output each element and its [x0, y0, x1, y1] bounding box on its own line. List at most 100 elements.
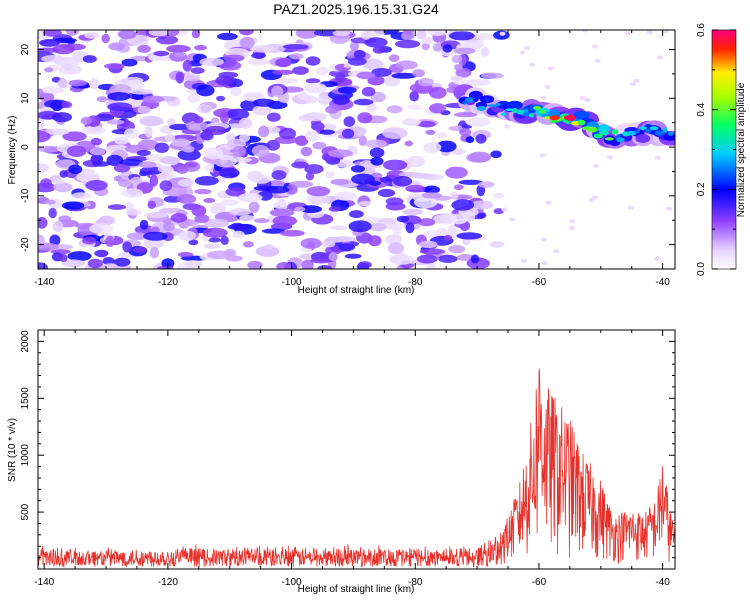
spectrogram-ylabel: Frequency (Hz) — [7, 116, 18, 185]
heatmap-cell — [76, 171, 100, 183]
heatmap-cell — [654, 130, 665, 136]
heatmap-cell — [219, 167, 240, 179]
heatmap-cell — [229, 157, 252, 163]
heatmap-cell — [107, 102, 133, 112]
heatmap-cell — [627, 130, 637, 136]
heatmap-cell — [85, 179, 108, 191]
heatmap-cell — [351, 173, 375, 185]
heatmap-cell — [216, 95, 226, 102]
x-tick-label: -100 — [282, 277, 302, 288]
heatmap-cell — [442, 44, 453, 53]
heatmap-cell — [458, 179, 483, 185]
heatmap-cell — [363, 58, 384, 71]
heatmap-cell — [173, 52, 186, 58]
heatmap-cell — [178, 230, 196, 241]
heatmap-cell — [52, 220, 64, 233]
heatmap-cell — [273, 78, 298, 84]
heatmap-cell — [505, 108, 514, 112]
heatmap-cell — [611, 129, 619, 135]
heatmap-cell — [582, 30, 589, 33]
heatmap-cell — [405, 222, 415, 234]
heatmap-cell — [218, 60, 242, 71]
heatmap-cell — [137, 106, 151, 114]
heatmap-cell — [317, 94, 333, 105]
heatmap-cell — [80, 116, 93, 125]
heatmap-cell — [353, 50, 366, 59]
heatmap-cell — [361, 86, 376, 97]
heatmap-cell — [412, 69, 425, 78]
x-tick-label: -140 — [34, 577, 54, 588]
heatmap-cell — [171, 138, 190, 147]
heatmap-cell — [305, 56, 321, 66]
heatmap-cell — [321, 240, 336, 248]
heatmap-cell — [157, 265, 174, 269]
heatmap-cell — [210, 202, 226, 215]
heatmap-cell — [196, 84, 215, 97]
heatmap-cell — [59, 254, 68, 262]
heatmap-cell — [423, 185, 441, 194]
heatmap-cell — [217, 32, 238, 41]
heatmap-cell — [300, 146, 313, 157]
heatmap-cell — [71, 192, 92, 200]
heatmap-cell — [304, 82, 327, 94]
heatmap-cell — [232, 145, 247, 157]
heatmap-cell — [453, 112, 478, 118]
x-tick-label: -120 — [158, 277, 178, 288]
heatmap-cell — [108, 42, 125, 51]
heatmap-cell — [104, 63, 125, 70]
heatmap-cell — [649, 126, 659, 131]
heatmap-cell — [533, 106, 541, 110]
heatmap-cell — [421, 192, 442, 199]
heatmap-cell — [190, 67, 205, 74]
heatmap-cell — [304, 164, 324, 174]
y-tick-label: 2000 — [20, 330, 31, 353]
heatmap-cell — [291, 161, 309, 169]
heatmap-cell — [239, 133, 251, 143]
heatmap-cell — [61, 201, 85, 210]
heatmap-cell — [635, 134, 651, 143]
x-tick-label: -80 — [408, 277, 423, 288]
heatmap-cell — [484, 97, 490, 102]
heatmap-cell — [89, 223, 114, 234]
y-tick-label: 500 — [20, 503, 31, 520]
heatmap-cell — [61, 259, 86, 268]
heatmap-cell — [148, 54, 162, 61]
heatmap-cell — [607, 155, 614, 160]
heatmap-cell — [425, 129, 436, 135]
heatmap-cell — [591, 195, 598, 200]
heatmap-cell — [470, 254, 480, 264]
heatmap-cell — [159, 180, 173, 192]
heatmap-cell — [377, 188, 396, 198]
colorbar-tick-label: 0.4 — [696, 102, 707, 116]
heatmap-cell — [476, 105, 487, 111]
colorbar-gradient — [711, 29, 737, 270]
heatmap-cell — [528, 113, 535, 118]
heatmap-cell — [251, 145, 270, 157]
heatmap-cell — [121, 188, 143, 198]
heatmap-cell — [191, 204, 207, 217]
heatmap-cell — [271, 85, 284, 97]
heatmap-cell — [357, 261, 372, 269]
heatmap-cell — [167, 118, 176, 126]
heatmap-cell — [584, 98, 591, 102]
heatmap-cell — [107, 92, 131, 101]
heatmap-cell — [157, 165, 174, 173]
heatmap-cell — [487, 104, 498, 107]
heatmap-cell — [520, 259, 527, 263]
heatmap-cell — [478, 181, 495, 188]
heatmap-cell — [121, 58, 138, 67]
heatmap-cell — [405, 184, 426, 193]
heatmap-cell — [329, 225, 348, 231]
heatmap-cell — [448, 244, 466, 254]
heatmap-cell — [459, 128, 472, 137]
heatmap-cell — [218, 155, 234, 161]
heatmap-cell — [407, 104, 422, 111]
heatmap-cell — [443, 234, 453, 241]
heatmap-cell — [38, 163, 50, 173]
spectrogram-xlabel: Height of straight line (km) — [298, 285, 415, 296]
heatmap-cell — [204, 125, 227, 136]
heatmap-cell — [516, 109, 525, 115]
heatmap-cell — [386, 105, 403, 114]
heatmap-cell — [38, 262, 48, 269]
heatmap-cell — [49, 234, 61, 246]
